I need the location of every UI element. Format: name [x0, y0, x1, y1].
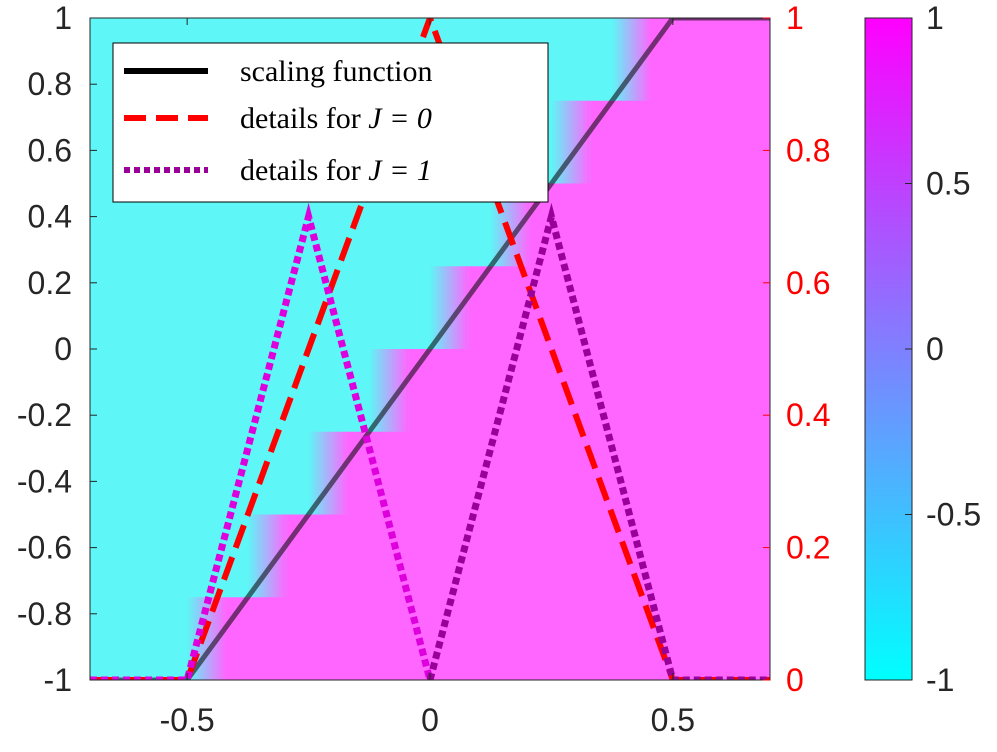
y-left-tick-label: 0.2: [28, 265, 72, 301]
y-left-tick-label: 0.4: [28, 199, 72, 235]
y-right-tick-label: 0: [786, 662, 804, 698]
colorbar: [864, 17, 913, 681]
legend-label-scaling: scaling function: [240, 55, 432, 88]
colorbar-ticks: -1 -0.5 0 0.5 1: [905, 0, 981, 698]
background-step-fade: [612, 18, 651, 680]
x-tick-label: 0.5: [651, 702, 695, 738]
y-left-tick-label: 1: [54, 0, 72, 36]
x-tick-label: -0.5: [160, 702, 215, 738]
y-left-tick-label: -0.8: [17, 596, 72, 632]
series-details-j1-left: [90, 202, 434, 680]
legend: scaling function details for J = 0 detai…: [112, 42, 549, 203]
background-step-fade: [430, 266, 469, 680]
colorbar-tick-label: -1: [926, 662, 954, 698]
x-axis: -0.5 0 0.5: [160, 18, 695, 738]
colorbar-tick-label: 0: [926, 331, 944, 367]
y-left-tick-label: 0.8: [28, 66, 72, 102]
y-right-tick-label: 0.8: [786, 132, 830, 168]
x-tick-label: 0: [421, 702, 439, 738]
y-left-tick-label: -0.4: [17, 463, 72, 499]
colorbar-tick-label: 0.5: [926, 166, 970, 202]
background-step: [651, 18, 770, 680]
y-left-tick-label: -1: [44, 662, 72, 698]
legend-label-details-j0: details for J = 0: [240, 102, 432, 135]
series-layer: [90, 18, 770, 680]
y-right-tick-label: 0.6: [786, 265, 830, 301]
legend-label-details-j1: details for J = 1: [240, 154, 432, 187]
y-right-tick-label: 1: [786, 0, 804, 36]
series-scaling-function: [90, 18, 770, 680]
background-step-fade: [551, 100, 591, 680]
background-step-fade: [247, 514, 287, 680]
y-right-tick-label: 0.2: [786, 530, 830, 566]
y-left-tick-label: 0.6: [28, 132, 72, 168]
y-axis-right: 0 0.2 0.4 0.6 0.8 1: [763, 0, 830, 698]
y-left-tick-label: 0: [54, 331, 72, 367]
series-details-j1-right: [426, 202, 770, 680]
y-right-tick-label: 0.4: [786, 397, 830, 433]
y-left-tick-label: -0.6: [17, 530, 72, 566]
colorbar-tick-label: -0.5: [926, 497, 981, 533]
colorbar-tick-label: 1: [926, 0, 944, 36]
y-axis-left: -1 -0.8 -0.6 -0.4 -0.2 0 0.2 0.4 0.6 0.8 1: [17, 0, 97, 698]
y-left-tick-label: -0.2: [17, 397, 72, 433]
